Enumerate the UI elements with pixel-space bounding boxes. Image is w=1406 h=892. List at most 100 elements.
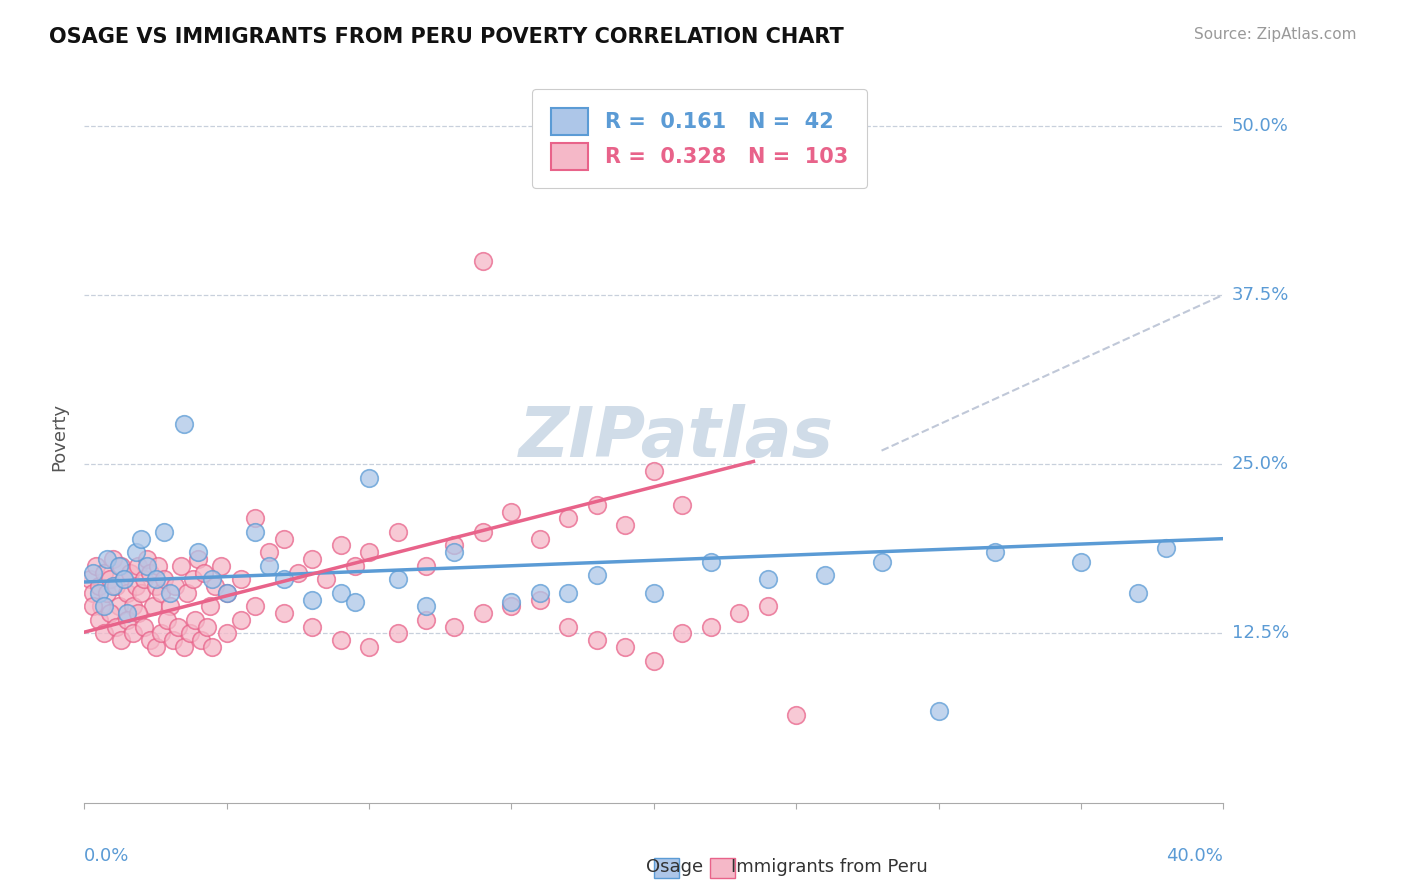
Text: OSAGE VS IMMIGRANTS FROM PERU POVERTY CORRELATION CHART: OSAGE VS IMMIGRANTS FROM PERU POVERTY CO…: [49, 27, 844, 46]
Point: [387, 524, 409, 539]
Point: [501, 599, 523, 614]
Point: [112, 572, 135, 586]
Point: [201, 640, 224, 654]
Point: [614, 518, 637, 533]
Point: [93, 566, 115, 580]
Point: [145, 579, 167, 593]
Point: [96, 586, 118, 600]
Point: [259, 558, 281, 573]
Point: [179, 626, 201, 640]
Point: [501, 505, 523, 519]
Point: [756, 572, 779, 586]
Text: Source: ZipAtlas.com: Source: ZipAtlas.com: [1194, 27, 1357, 42]
Point: [150, 586, 173, 600]
Point: [259, 545, 281, 559]
Text: 0.0%: 0.0%: [84, 847, 129, 864]
Point: [101, 552, 124, 566]
Point: [343, 558, 366, 573]
Point: [785, 707, 807, 722]
Text: 37.5%: 37.5%: [1232, 285, 1289, 304]
Point: [329, 538, 352, 552]
Point: [415, 613, 437, 627]
Point: [159, 599, 181, 614]
Point: [229, 572, 252, 586]
Point: [121, 599, 143, 614]
Point: [671, 498, 693, 512]
Point: [87, 613, 110, 627]
Point: [124, 545, 146, 559]
Point: [101, 579, 124, 593]
Text: 12.5%: 12.5%: [1232, 624, 1289, 642]
Point: [98, 572, 121, 586]
Point: [118, 566, 141, 580]
Text: ZIPatlas: ZIPatlas: [519, 403, 834, 471]
Point: [190, 633, 212, 648]
Point: [84, 558, 107, 573]
Point: [93, 626, 115, 640]
Point: [643, 464, 665, 478]
Y-axis label: Poverty: Poverty: [51, 403, 69, 471]
Point: [131, 586, 153, 600]
Point: [145, 572, 167, 586]
Point: [928, 704, 950, 718]
Point: [1070, 555, 1092, 569]
Point: [643, 654, 665, 668]
Point: [700, 620, 723, 634]
Point: [643, 586, 665, 600]
Point: [273, 532, 295, 546]
Point: [472, 524, 495, 539]
Point: [136, 552, 159, 566]
Point: [150, 626, 173, 640]
Text: Osage: Osage: [645, 858, 703, 876]
Point: [814, 568, 837, 582]
Point: [142, 599, 165, 614]
Point: [287, 566, 309, 580]
Point: [245, 524, 267, 539]
Text: 40.0%: 40.0%: [1167, 847, 1223, 864]
Point: [173, 640, 195, 654]
Point: [134, 620, 156, 634]
Text: 25.0%: 25.0%: [1232, 455, 1289, 473]
Point: [359, 545, 381, 559]
Point: [121, 626, 143, 640]
Point: [1156, 541, 1178, 556]
Point: [343, 595, 366, 609]
Point: [315, 572, 337, 586]
Point: [215, 626, 238, 640]
Point: [82, 566, 104, 580]
Point: [529, 586, 551, 600]
Point: [134, 572, 156, 586]
Point: [87, 579, 110, 593]
Point: [153, 524, 176, 539]
Point: [671, 626, 693, 640]
Point: [115, 606, 138, 620]
Point: [870, 555, 893, 569]
Point: [301, 620, 323, 634]
Point: [96, 552, 118, 566]
Point: [301, 552, 323, 566]
Point: [136, 558, 159, 573]
Point: [443, 538, 465, 552]
Point: [193, 566, 215, 580]
Point: [82, 599, 104, 614]
Point: [162, 633, 184, 648]
Point: [156, 613, 179, 627]
Point: [529, 592, 551, 607]
Point: [167, 620, 190, 634]
Text: Immigrants from Peru: Immigrants from Peru: [731, 858, 928, 876]
Point: [472, 254, 495, 268]
Point: [131, 532, 153, 546]
Point: [104, 620, 127, 634]
Point: [557, 511, 579, 525]
Point: [93, 599, 115, 614]
Point: [273, 606, 295, 620]
Point: [145, 640, 167, 654]
Point: [148, 558, 170, 573]
Point: [173, 417, 195, 431]
Point: [82, 586, 104, 600]
Point: [184, 613, 207, 627]
Point: [586, 498, 609, 512]
Point: [586, 633, 609, 648]
Point: [187, 545, 209, 559]
Point: [107, 599, 129, 614]
